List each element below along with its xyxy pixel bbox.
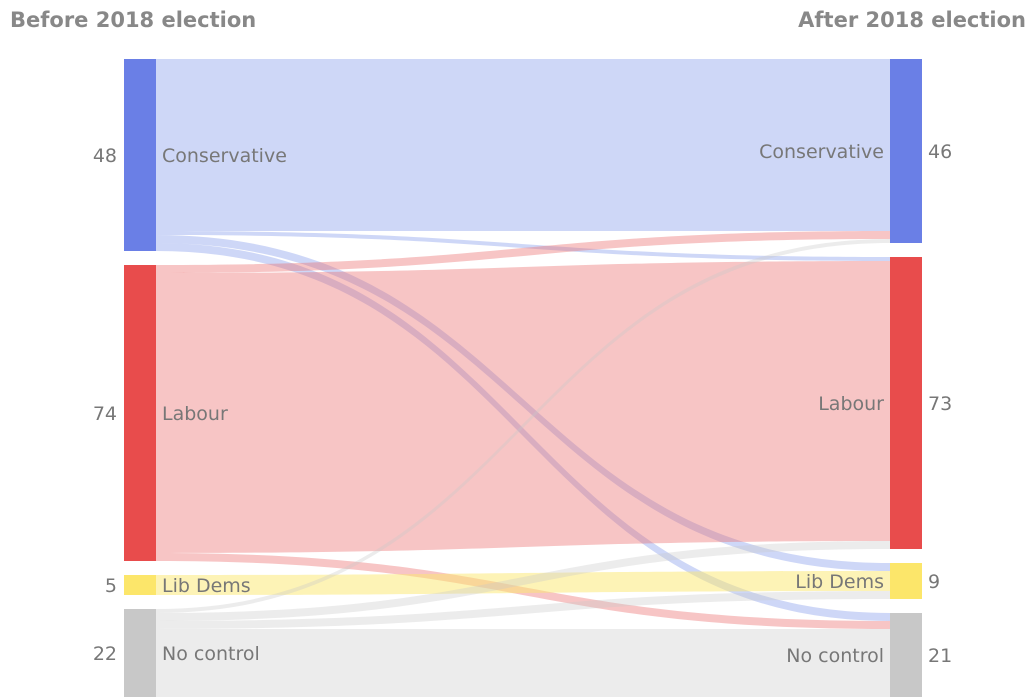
right-node-nc[interactable] bbox=[890, 613, 922, 697]
sankey-links bbox=[156, 59, 890, 697]
right-node-label-lab: Labour bbox=[818, 393, 884, 415]
right-node-con[interactable] bbox=[890, 59, 922, 243]
left-node-con[interactable] bbox=[124, 59, 156, 251]
link-lab-to-lab[interactable] bbox=[156, 261, 890, 553]
sankey-nodes bbox=[124, 59, 922, 697]
link-con-to-nc[interactable] bbox=[156, 243, 890, 621]
left-node-value-lab: 74 bbox=[93, 403, 117, 425]
right-node-value-ld: 9 bbox=[928, 571, 940, 593]
right-node-label-ld: Lib Dems bbox=[795, 571, 884, 593]
sankey-labels: Conservative 48 Labour 74 Lib Dems 5 No contro… bbox=[93, 141, 952, 667]
before-election-heading: Before 2018 election bbox=[10, 8, 257, 32]
right-node-lab[interactable] bbox=[890, 257, 922, 549]
right-node-value-lab: 73 bbox=[928, 393, 952, 415]
link-con-to-con[interactable] bbox=[156, 59, 890, 231]
left-node-value-con: 48 bbox=[93, 145, 117, 167]
left-node-nc[interactable] bbox=[124, 609, 156, 697]
left-node-value-nc: 22 bbox=[93, 643, 117, 665]
left-node-value-ld: 5 bbox=[105, 575, 117, 597]
left-node-label-nc: No control bbox=[162, 643, 260, 665]
right-node-ld[interactable] bbox=[890, 563, 922, 599]
link-con-to-ld[interactable] bbox=[156, 235, 890, 571]
link-nc-to-nc[interactable] bbox=[156, 629, 890, 697]
left-node-lab[interactable] bbox=[124, 265, 156, 561]
link-nc-to-con[interactable] bbox=[156, 239, 890, 613]
link-con-to-lab[interactable] bbox=[156, 231, 890, 261]
link-lab-to-con[interactable] bbox=[156, 231, 890, 273]
left-node-label-lab: Labour bbox=[162, 403, 228, 425]
right-node-label-nc: No control bbox=[786, 645, 884, 667]
left-node-label-con: Conservative bbox=[162, 145, 287, 167]
left-node-label-ld: Lib Dems bbox=[162, 575, 251, 597]
left-node-ld[interactable] bbox=[124, 575, 156, 595]
link-nc-to-ld[interactable] bbox=[156, 591, 890, 629]
right-node-label-con: Conservative bbox=[759, 141, 884, 163]
link-ld-to-ld[interactable] bbox=[156, 571, 890, 595]
right-node-value-con: 46 bbox=[928, 141, 952, 163]
right-node-value-nc: 21 bbox=[928, 645, 952, 667]
link-nc-to-lab[interactable] bbox=[156, 541, 890, 621]
after-election-heading: After 2018 election bbox=[798, 8, 1026, 32]
